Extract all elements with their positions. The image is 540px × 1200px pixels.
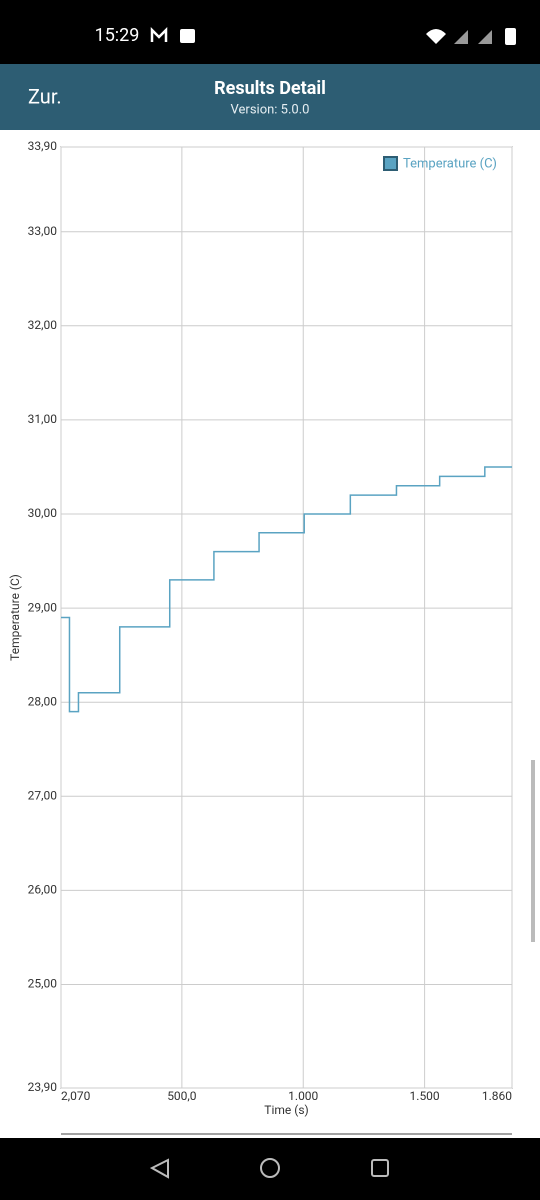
status-bar [0,0,540,64]
signal-icon [478,30,492,44]
x-tick-label: 1.500 [410,1089,440,1103]
battery-icon [505,28,516,45]
y-tick-label: 28,00 [28,694,58,708]
app-header [0,64,540,130]
y-tick-label: 29,00 [28,600,58,614]
nav-bar [0,1138,540,1200]
nav-home[interactable] [260,1158,280,1178]
legend-swatch [383,156,398,171]
header-title: Results Detail [214,78,326,99]
wifi-icon [426,29,446,44]
y-tick-label: 31,00 [28,412,58,426]
header-subtitle: Version: 5.0.0 [231,102,310,117]
legend-label: Temperature (C) [403,156,497,171]
y-tick-label: 25,00 [28,977,58,991]
chart: 33,90 33,00 32,00 31,00 30,00 29,00 28,00 27,00… [8,139,513,1117]
scrollbar [531,760,535,942]
status-time: 15:29 [95,25,140,46]
y-tick-label: 33,00 [28,224,58,238]
x-tick-label: 1.000 [288,1089,318,1103]
x-axis-label: Time (s) [264,1103,308,1117]
y-tick-label: 27,00 [28,788,58,802]
x-tick-label: 500,0 [167,1089,197,1103]
x-tick-label: 1.860 [482,1089,512,1103]
mail-icon [150,26,168,42]
data-line [61,466,512,713]
y-tick-label: 23,90 [28,1080,58,1094]
back-button[interactable]: Zur. [28,84,62,108]
y-axis-label: Temperature (C) [8,574,22,661]
image-icon [180,29,195,43]
y-tick-label: 26,00 [28,883,58,897]
y-tick-label: 30,00 [28,506,58,520]
y-tick-label: 33,90 [28,139,58,153]
y-tick-label: 32,00 [28,318,58,332]
signal-icon [454,30,468,44]
nav-back[interactable] [149,1158,169,1179]
plot-area [60,146,513,1089]
nav-recent[interactable] [371,1159,389,1177]
x-tick-label: 2,070 [61,1089,91,1103]
